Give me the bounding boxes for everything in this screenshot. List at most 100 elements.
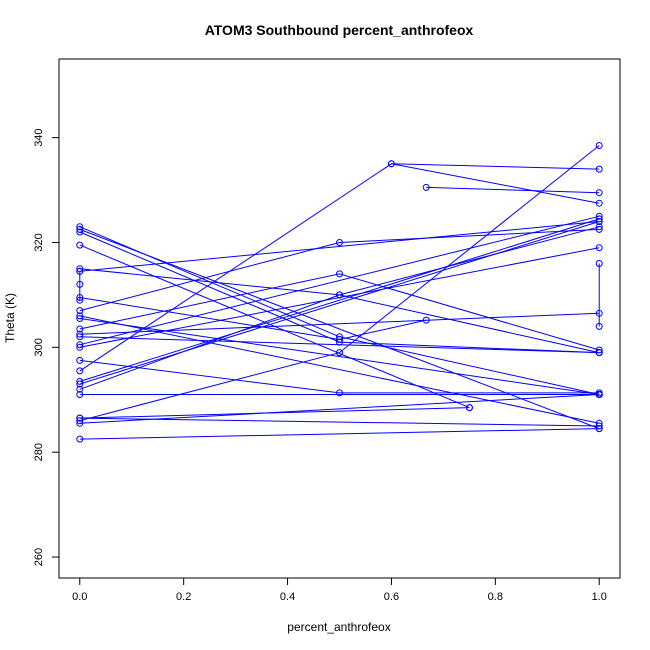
series-group <box>76 142 603 443</box>
x-tick-label: 0.4 <box>280 591 295 603</box>
data-point <box>336 338 343 346</box>
data-point <box>595 419 603 427</box>
series-9 <box>76 212 603 349</box>
y-axis-label: Theta (K) <box>3 293 17 343</box>
series-line <box>79 247 600 348</box>
series-line <box>79 394 600 424</box>
data-point <box>76 223 84 231</box>
series-12 <box>76 270 603 354</box>
series-28 <box>387 160 603 207</box>
data-point <box>595 165 603 173</box>
series-19 <box>76 228 603 357</box>
data-point <box>595 260 603 267</box>
data-point <box>422 183 430 191</box>
x-tick-label: 0.8 <box>488 591 503 603</box>
data-point <box>336 349 343 357</box>
y-tick-label: 320 <box>33 233 45 251</box>
series-line <box>79 221 600 385</box>
data-point <box>76 391 84 398</box>
data-point <box>76 414 84 422</box>
x-tick-label: 1.0 <box>592 591 607 603</box>
series-14 <box>76 312 603 427</box>
series-line <box>79 218 600 382</box>
data-point <box>595 225 603 233</box>
x-axis: 0.0 0.2 0.4 0.6 0.8 1.0 <box>72 577 607 603</box>
data-point <box>595 142 603 149</box>
data-point <box>76 296 84 304</box>
data-point <box>336 333 343 341</box>
series-25 <box>76 244 603 351</box>
series-21 <box>76 223 603 398</box>
data-point <box>76 341 84 349</box>
data-point <box>336 389 343 397</box>
series-line <box>79 428 600 440</box>
series-line <box>391 163 600 204</box>
series-line <box>79 273 600 351</box>
x-tick-label: 0.2 <box>176 591 191 603</box>
data-point <box>336 239 343 246</box>
y-axis: 260 280 300 320 340 <box>33 128 60 566</box>
series-30 <box>76 267 84 304</box>
series-23 <box>76 404 473 422</box>
data-point <box>76 228 84 236</box>
data-point <box>595 189 603 197</box>
data-point <box>595 212 603 220</box>
data-point <box>595 349 603 357</box>
x-axis-label: percent_anthrofeox <box>287 620 390 634</box>
data-point <box>595 425 603 433</box>
data-point <box>387 160 395 168</box>
series-line <box>79 228 600 312</box>
data-point <box>76 325 84 333</box>
data-point <box>76 435 84 443</box>
data-point <box>336 270 343 278</box>
data-point <box>76 385 84 393</box>
series-line <box>79 244 470 409</box>
series-line <box>426 186 600 194</box>
series-24 <box>76 223 603 393</box>
x-tick-label: 0.0 <box>72 591 87 603</box>
y-tick-label: 260 <box>33 548 45 566</box>
series-line <box>79 228 600 430</box>
data-point <box>76 377 84 385</box>
data-point <box>76 225 84 233</box>
series-29 <box>595 260 603 330</box>
data-point <box>76 312 84 320</box>
series-line <box>79 359 600 394</box>
data-point <box>76 330 84 338</box>
data-point <box>595 346 603 354</box>
data-point <box>595 322 603 330</box>
series-line <box>79 231 600 354</box>
data-point <box>76 267 84 275</box>
series-line <box>79 145 600 422</box>
series-line <box>79 407 470 419</box>
data-point <box>76 343 84 351</box>
data-point <box>76 315 84 322</box>
data-point <box>465 404 473 412</box>
data-point <box>595 199 603 207</box>
y-tick-label: 280 <box>33 443 45 461</box>
series-26 <box>76 225 603 315</box>
series-line <box>79 315 600 424</box>
y-tick-label: 340 <box>33 128 45 146</box>
data-point <box>422 316 430 324</box>
series-line <box>79 226 600 395</box>
chart-title: ATOM3 Southbound percent_anthrofeox <box>205 22 474 38</box>
data-point <box>595 391 603 398</box>
series-27 <box>422 183 603 197</box>
data-point <box>76 356 84 364</box>
data-point <box>76 380 84 388</box>
series-20 <box>76 225 603 433</box>
y-tick-label: 300 <box>33 338 45 356</box>
series-22 <box>76 142 603 425</box>
data-point <box>76 241 84 249</box>
data-point <box>595 218 603 225</box>
x-tick-label: 0.6 <box>384 591 399 603</box>
data-point <box>76 280 84 288</box>
series-line <box>79 215 600 346</box>
series-line <box>79 417 600 427</box>
data-point <box>76 367 84 375</box>
data-point <box>76 307 84 315</box>
data-point <box>595 244 603 252</box>
